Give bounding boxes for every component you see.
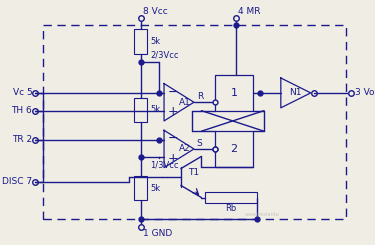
Text: TR 2: TR 2 — [12, 135, 32, 144]
Bar — [134, 98, 147, 122]
Text: 1: 1 — [231, 88, 238, 98]
Text: −: − — [168, 86, 178, 98]
Text: N1: N1 — [290, 88, 302, 98]
Bar — [215, 131, 253, 167]
Bar — [134, 176, 147, 200]
Text: TH 6: TH 6 — [12, 106, 32, 115]
Text: www.jrexiantu: www.jrexiantu — [245, 212, 279, 217]
Text: R: R — [197, 92, 203, 101]
Text: 5k: 5k — [150, 184, 160, 193]
Bar — [134, 29, 147, 54]
Text: 4 MR: 4 MR — [238, 7, 260, 16]
Text: 5k: 5k — [150, 105, 160, 114]
Text: 3 Vo: 3 Vo — [355, 88, 374, 98]
Text: −: − — [168, 132, 178, 145]
Text: S: S — [197, 139, 202, 148]
Bar — [43, 25, 346, 219]
Text: 5k: 5k — [150, 37, 160, 46]
Text: 2/3Vcc: 2/3Vcc — [150, 50, 178, 59]
Bar — [205, 192, 257, 203]
Text: 8 Vcc: 8 Vcc — [142, 7, 167, 16]
Text: Rb: Rb — [225, 204, 237, 213]
Text: T1: T1 — [188, 168, 200, 177]
Text: 1/3Vcc: 1/3Vcc — [150, 160, 178, 169]
Text: DISC 7: DISC 7 — [2, 177, 32, 186]
Text: 1 GND: 1 GND — [142, 229, 172, 238]
Text: +: + — [168, 105, 179, 118]
Text: +: + — [168, 152, 179, 165]
Text: 2: 2 — [231, 144, 238, 154]
Bar — [215, 75, 253, 111]
Text: A2: A2 — [179, 145, 190, 153]
Text: A1: A1 — [178, 98, 190, 107]
Text: Vc 5: Vc 5 — [12, 88, 32, 98]
